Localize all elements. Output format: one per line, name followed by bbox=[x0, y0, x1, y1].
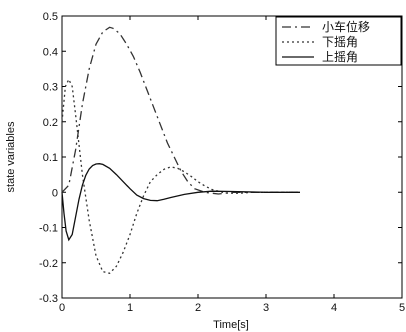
legend-label-2: 上摇角 bbox=[322, 50, 358, 64]
y-tick-label: 0 bbox=[52, 187, 58, 199]
y-tick-label: 0.4 bbox=[43, 46, 58, 58]
y-tick-label: 0.5 bbox=[43, 11, 58, 23]
x-tick-label: 5 bbox=[399, 302, 405, 314]
x-tick-label: 1 bbox=[127, 302, 133, 314]
y-tick-label: -0.1 bbox=[39, 223, 58, 235]
x-tick-label: 2 bbox=[195, 302, 201, 314]
x-axis-label: Time[s] bbox=[213, 319, 249, 331]
legend-label-1: 下摇角 bbox=[322, 35, 358, 49]
ticks-group: 0 1 2 3 4 5 -0.3 -0.2 -0.1 0 0.1 0.2 0.3 0.4 0.5 bbox=[39, 11, 405, 314]
x-tick-label: 4 bbox=[331, 302, 337, 314]
y-tick-label: 0.2 bbox=[43, 117, 58, 129]
x-tick-label: 3 bbox=[263, 302, 269, 314]
x-tick-label: 0 bbox=[59, 302, 65, 314]
legend-label-0: 小车位移 bbox=[322, 19, 370, 34]
y-tick-label: -0.2 bbox=[39, 258, 58, 270]
series-line-2 bbox=[61, 163, 300, 242]
y-tick-label: 0.1 bbox=[43, 152, 58, 164]
y-tick-label: 0.3 bbox=[43, 82, 58, 94]
series-group bbox=[61, 26, 300, 275]
series-line-0 bbox=[61, 26, 300, 195]
y-axis-label: state variables bbox=[5, 121, 17, 192]
y-tick-label: -0.3 bbox=[39, 293, 58, 305]
